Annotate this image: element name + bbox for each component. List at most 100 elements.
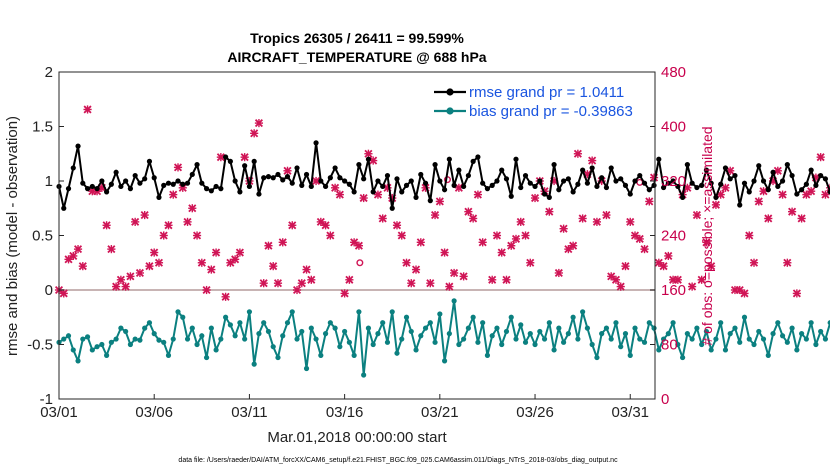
bias-point — [365, 325, 372, 331]
rmse-point — [718, 181, 724, 187]
rmse-point — [142, 176, 148, 182]
rmse-point — [503, 176, 510, 182]
bias-point — [732, 325, 738, 331]
rmse-point — [808, 167, 814, 173]
bias-point — [718, 320, 724, 326]
obs-assimilated-marker — [621, 262, 630, 271]
bias-point — [503, 328, 510, 335]
rmse-point — [541, 191, 548, 197]
series-lines — [56, 140, 830, 378]
x-axis-ticks: 03/01 03/06 03/11 03/16 03/21 03/26 03/31 — [40, 394, 649, 421]
y-tick-label: -1 — [40, 391, 53, 408]
rmse-point — [332, 165, 338, 171]
bias-point — [108, 339, 114, 345]
rmse-point — [827, 189, 830, 195]
rmse-point — [123, 178, 129, 184]
bias-point — [703, 328, 710, 335]
bias-point — [137, 337, 143, 343]
rmse-point — [618, 176, 624, 182]
bias-point — [342, 328, 348, 335]
rmse-point — [399, 189, 405, 195]
obs-assimilated-marker — [783, 258, 792, 267]
rmse-point — [165, 180, 172, 186]
rmse-point — [437, 178, 443, 184]
obs-assimilated-marker — [707, 262, 716, 271]
bias-point — [680, 354, 686, 361]
bias-point — [327, 320, 333, 326]
bias-point — [399, 336, 405, 342]
obs-assimilated-marker — [588, 156, 597, 165]
bias-point — [303, 365, 310, 372]
rmse-point — [551, 162, 557, 168]
rmse-point — [770, 169, 776, 175]
bias-point — [765, 352, 771, 358]
obs-assimilated-marker — [397, 231, 406, 240]
x-tick-label: 03/16 — [326, 404, 364, 421]
rmse-point — [646, 187, 652, 193]
rmse-point — [594, 183, 600, 190]
bias-point — [694, 325, 700, 331]
obs-assimilated-marker — [292, 285, 302, 295]
bias-point — [794, 347, 800, 353]
rmse-point — [294, 165, 300, 171]
rmse-point — [242, 163, 248, 169]
rmse-point — [70, 165, 76, 171]
obs-assimilated-marker — [378, 214, 387, 223]
rmse-point — [284, 174, 291, 180]
rmse-point — [380, 183, 386, 190]
obs-assimilated-marker — [202, 285, 211, 295]
bias-point — [556, 325, 562, 331]
rmse-point — [575, 181, 581, 187]
rmse-point — [732, 172, 738, 179]
rmse-point — [499, 167, 505, 173]
rmse-point — [203, 186, 210, 192]
rmse-point — [80, 180, 86, 186]
rmse-point — [223, 154, 229, 160]
rmse-point — [784, 162, 790, 168]
obs-assimilated-marker — [488, 275, 497, 284]
bias-point — [456, 341, 462, 348]
rmse-point — [589, 165, 595, 171]
obs-assimilated-marker — [764, 214, 773, 223]
bias-point — [670, 320, 676, 326]
rmse-point — [65, 186, 72, 192]
bias-point — [413, 347, 419, 353]
bias-point — [356, 309, 362, 315]
bias-point — [70, 347, 76, 353]
obs-assimilated-marker — [635, 234, 644, 243]
obs-assimilated-marker — [516, 217, 525, 226]
obs-assimilated-marker — [102, 221, 111, 230]
bias-point — [446, 331, 452, 337]
rmse-point — [608, 165, 614, 171]
bias-point — [113, 336, 119, 342]
bias-point — [480, 320, 486, 326]
y-axis-right-ticks: 0 80 160 240 320 400 480 — [650, 64, 686, 408]
rmse-point — [261, 175, 267, 181]
rmse-point — [446, 156, 452, 162]
rmse-point — [370, 189, 376, 195]
obs-assimilated-marker — [121, 282, 130, 291]
rmse-point — [456, 167, 462, 173]
rmse-point — [356, 162, 362, 168]
bias-point — [508, 314, 514, 320]
rmse-point — [637, 172, 643, 179]
obs-assimilated-marker — [440, 248, 449, 257]
rmse-point — [475, 154, 481, 160]
rmse-point — [346, 181, 352, 187]
bias-point — [818, 328, 824, 335]
bias-point — [546, 320, 552, 326]
bias-point — [746, 336, 752, 342]
rmse-point — [660, 184, 667, 191]
rmse-point — [522, 172, 529, 179]
rmse-point — [132, 172, 138, 179]
bias-point — [784, 339, 790, 345]
bias-point — [237, 320, 243, 326]
bias-point — [208, 325, 214, 331]
rmse-point — [351, 189, 357, 195]
chart-subtitle: AIRCRAFT_TEMPERATURE @ 688 hPa — [227, 49, 486, 65]
y-tick-label: 1.5 — [32, 119, 53, 136]
rmse-point — [518, 184, 524, 191]
y-tick-label: 0.5 — [32, 228, 53, 245]
obs-assimilated-marker — [797, 214, 806, 223]
